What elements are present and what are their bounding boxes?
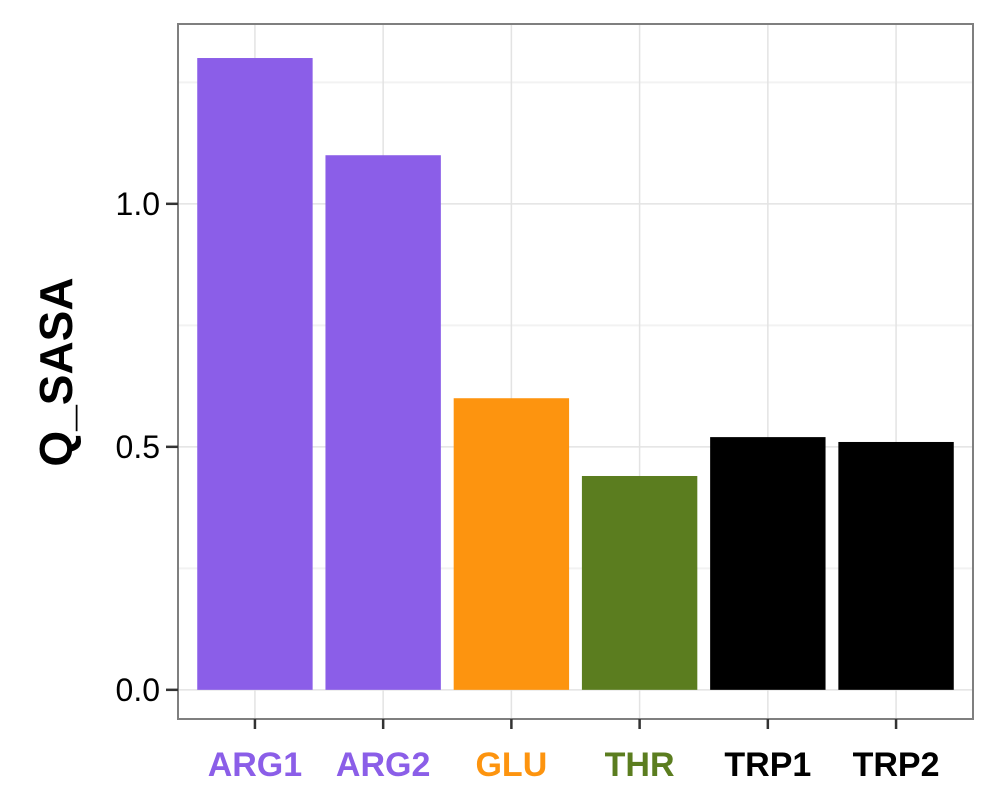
x-category-label: ARG1 (208, 746, 302, 784)
bar-trp1 (710, 437, 826, 690)
x-category-label: TRP1 (724, 746, 811, 784)
plot-border (177, 23, 974, 720)
bars (197, 58, 954, 690)
y-axis-title: Q_SASA (30, 277, 82, 466)
x-category-label: TRP2 (853, 746, 940, 784)
x-category-label: GLU (475, 746, 547, 784)
y-tick-label: 1.0 (116, 186, 160, 222)
bar-arg1 (197, 58, 313, 690)
x-axis-labels: ARG1 ARG2 GLU THR TRP1 TRP2 (208, 719, 940, 784)
bar-trp2 (838, 441, 954, 690)
bar-thr (581, 475, 698, 690)
x-category-label: ARG2 (336, 746, 430, 784)
y-axis: 0.0 0.5 1.0 (116, 186, 178, 708)
y-tick-label: 0.0 (116, 672, 160, 708)
bar-arg2 (325, 155, 441, 690)
bar-glu (453, 398, 570, 690)
y-tick-label: 0.5 (116, 429, 160, 465)
x-category-label: THR (605, 746, 675, 784)
